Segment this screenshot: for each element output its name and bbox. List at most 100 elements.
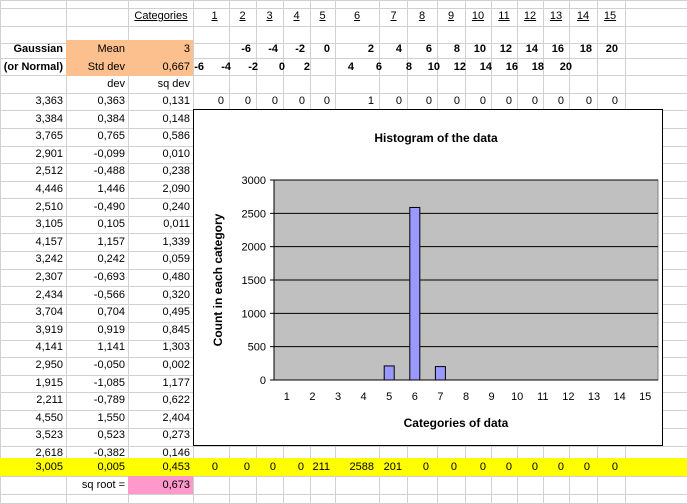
data-x[interactable]: 4,550	[35, 411, 63, 424]
total-dev[interactable]: 0,005	[97, 461, 125, 473]
data-dev[interactable]: -0,789	[93, 394, 125, 407]
category-number[interactable]: 15	[603, 10, 617, 22]
data-sq-dev[interactable]: 0,845	[162, 323, 190, 336]
category-number[interactable]: 3	[266, 10, 273, 22]
data-x[interactable]: 2,950	[35, 359, 63, 371]
total-count[interactable]: 0	[450, 461, 457, 473]
lower-bound[interactable]	[567, 58, 601, 76]
data-x[interactable]: 2,307	[35, 271, 63, 283]
categories-label[interactable]: Categories	[134, 10, 188, 22]
upper-bound[interactable]: 10	[473, 43, 486, 55]
mean-value[interactable]: 3	[128, 40, 193, 58]
data-x[interactable]: 3,384	[35, 112, 63, 125]
data-dev[interactable]: 0,242	[97, 253, 125, 266]
data-x[interactable]: 3,523	[35, 429, 63, 442]
data-sq-dev[interactable]: 1,303	[162, 341, 190, 354]
first-row-count[interactable]: 0	[395, 95, 402, 107]
data-dev[interactable]: -0,050	[93, 359, 125, 371]
data-x[interactable]: 4,141	[35, 341, 63, 354]
total-count[interactable]: 0	[611, 461, 618, 473]
category-number[interactable]: 5	[319, 10, 326, 22]
lower-bound[interactable]: -6	[194, 61, 204, 73]
mean-label[interactable]: Mean	[66, 40, 128, 58]
category-number[interactable]: 7	[390, 10, 397, 22]
data-x[interactable]: 3,765	[35, 130, 63, 143]
first-row-count[interactable]: 0	[505, 95, 512, 107]
sd-value[interactable]: 0,667	[128, 58, 193, 76]
total-sq[interactable]: 0,453	[162, 461, 190, 473]
data-x[interactable]: 4,157	[35, 235, 63, 248]
lower-bound[interactable]: 16	[505, 61, 518, 73]
gaussian-label[interactable]: Gaussian	[13, 43, 63, 55]
total-count[interactable]: 0	[583, 461, 590, 473]
category-number[interactable]: 11	[498, 10, 510, 22]
data-dev[interactable]: 0,384	[97, 112, 125, 125]
sq-root-value[interactable]: 0,673	[128, 476, 193, 494]
lower-bound[interactable]: -4	[221, 61, 231, 73]
data-sq-dev[interactable]: 0,320	[162, 288, 190, 301]
upper-bound[interactable]: 12	[499, 43, 512, 55]
lower-bound[interactable]: 18	[531, 61, 544, 73]
data-sq-dev[interactable]: 0,148	[162, 112, 190, 125]
data-sq-dev[interactable]: 0,273	[162, 429, 190, 442]
data-x[interactable]: 2,512	[35, 165, 63, 178]
total-count[interactable]: 0	[243, 461, 250, 473]
total-count[interactable]: 2588	[349, 461, 374, 473]
data-dev[interactable]: 1,446	[97, 183, 125, 195]
normal-label[interactable]: (or Normal)	[3, 61, 63, 73]
data-x[interactable]: 3,105	[35, 218, 63, 231]
category-number[interactable]: 9	[447, 10, 455, 22]
lower-bound[interactable]: 20	[559, 61, 572, 73]
first-row-count[interactable]: 1	[367, 95, 374, 107]
lower-bound[interactable]: -2	[248, 61, 258, 73]
data-x[interactable]: 2,434	[35, 288, 63, 301]
data-x[interactable]: 2,211	[36, 394, 63, 407]
upper-bound[interactable]: -4	[268, 43, 278, 55]
data-x[interactable]: 3,242	[35, 253, 63, 266]
category-number[interactable]: 2	[239, 10, 246, 22]
data-dev[interactable]: 0,105	[97, 218, 125, 231]
data-sq-dev[interactable]: 0,480	[162, 271, 190, 283]
data-dev[interactable]: 0,765	[97, 130, 125, 143]
upper-bound[interactable]: 14	[525, 43, 538, 55]
category-number[interactable]: 6	[353, 10, 361, 22]
dev-header[interactable]: dev	[107, 78, 125, 90]
category-number[interactable]: 12	[523, 10, 537, 22]
sd-label[interactable]: Std dev	[66, 58, 128, 76]
data-dev[interactable]: -0,099	[93, 147, 125, 160]
total-count[interactable]: 201	[383, 461, 402, 473]
data-dev[interactable]: -0,566	[93, 288, 125, 301]
total-count[interactable]: 0	[479, 461, 486, 473]
upper-bound[interactable]: 0	[323, 43, 330, 55]
data-dev[interactable]: -1,085	[93, 376, 125, 389]
data-x[interactable]: 2,618	[35, 447, 63, 459]
upper-bound[interactable]: 4	[395, 43, 402, 55]
data-sq-dev[interactable]: 1,339	[162, 235, 190, 248]
data-x[interactable]: 3,704	[35, 306, 63, 319]
total-count[interactable]: 0	[422, 461, 429, 473]
data-sq-dev[interactable]: 0,622	[162, 394, 190, 407]
data-sq-dev[interactable]: 0,238	[162, 165, 190, 178]
data-dev[interactable]: -0,488	[93, 165, 125, 178]
first-row-count[interactable]: 0	[298, 95, 305, 107]
total-count[interactable]: 0	[211, 461, 218, 473]
data-sq-dev[interactable]: 2,404	[162, 411, 190, 424]
upper-bound[interactable]: 8	[453, 43, 460, 55]
lower-bound[interactable]: 2	[303, 61, 310, 73]
category-number[interactable]: 10	[471, 10, 485, 22]
total-x[interactable]: 3,005	[35, 461, 63, 473]
upper-bound[interactable]: -6	[241, 43, 251, 55]
lower-bound[interactable]: 12	[453, 61, 466, 73]
total-count[interactable]: 0	[297, 461, 304, 473]
first-row-count[interactable]: 0	[611, 95, 618, 107]
data-x[interactable]: 2,901	[35, 147, 63, 160]
total-count[interactable]: 0	[505, 461, 512, 473]
upper-bound[interactable]: 16	[551, 43, 564, 55]
data-dev[interactable]: 1,141	[97, 341, 125, 354]
data-sq-dev[interactable]: 0,002	[162, 359, 190, 371]
data-dev[interactable]: 0,363	[97, 95, 125, 107]
data-dev[interactable]: -0,693	[93, 271, 125, 283]
data-sq-dev[interactable]: 2,090	[162, 183, 190, 195]
data-x[interactable]: 3,363	[35, 95, 63, 107]
data-x[interactable]: 3,919	[35, 323, 63, 336]
